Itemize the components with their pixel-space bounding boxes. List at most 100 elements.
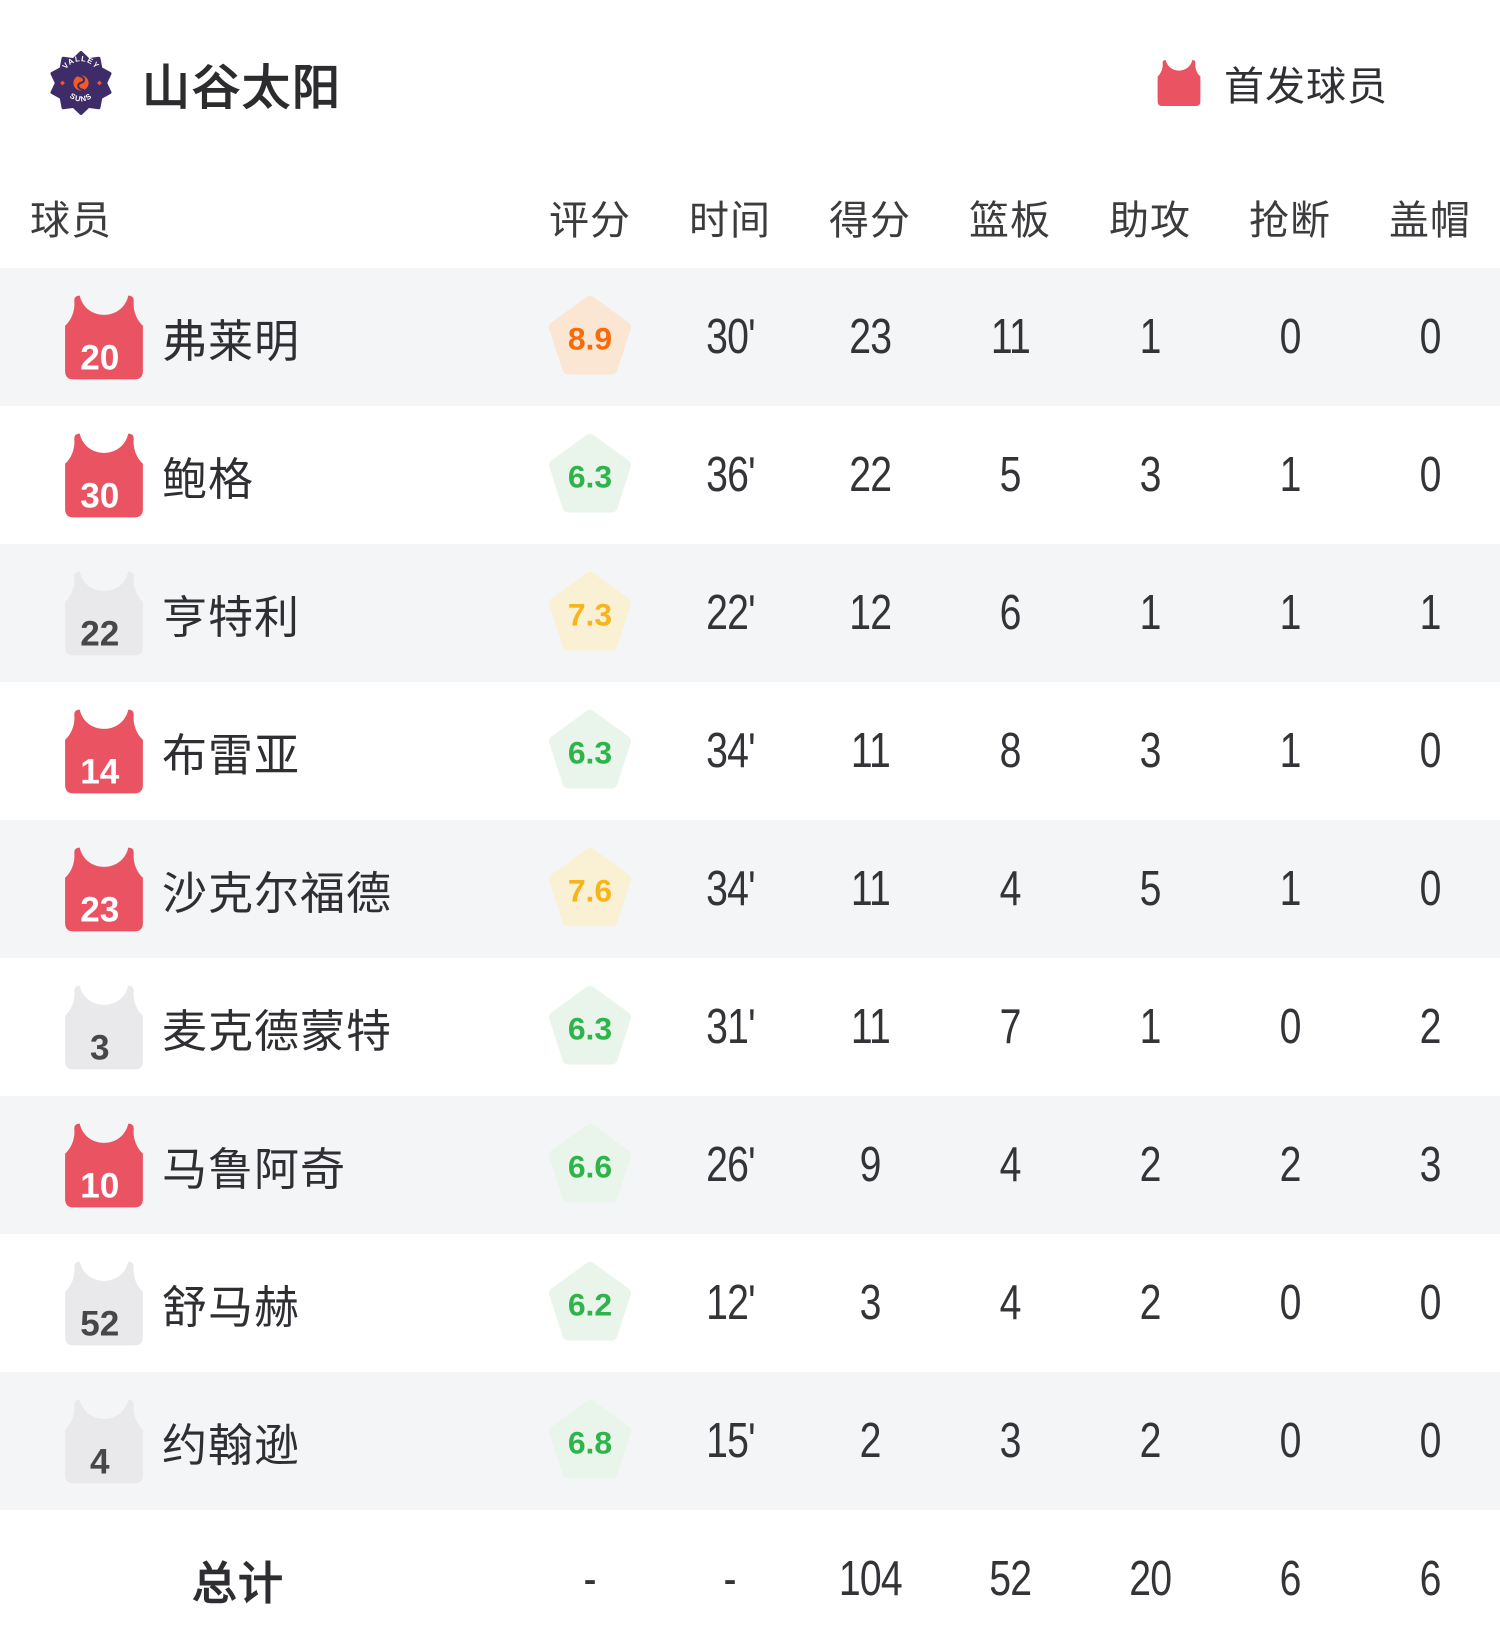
jersey-cell: 30: [30, 432, 162, 519]
jersey-icon: 20: [65, 295, 143, 379]
rating-cell: 6.3: [520, 985, 660, 1069]
player-row[interactable]: 10 马鲁阿奇 6.6 26' 9 4 2 2 3: [0, 1096, 1500, 1234]
player-row[interactable]: 14 布雷亚 6.3 34' 11 8 3 1 0: [0, 682, 1500, 820]
player-row[interactable]: 23 沙克尔福德 7.6 34' 11 4 5 1 0: [0, 820, 1500, 958]
rebounds-cell: 4: [999, 862, 1021, 916]
player-row[interactable]: 4 约翰逊 6.8 15' 2 3 2 0 0: [0, 1372, 1500, 1510]
team-header: VALLEY SUNS 山谷太阳 首发球员: [0, 0, 1500, 166]
rating-badge: 8.9: [548, 295, 632, 379]
total-steals-cell: 6: [1279, 1552, 1301, 1606]
player-row[interactable]: 52 舒马赫 6.2 12' 3 4 2 0 0: [0, 1234, 1500, 1372]
jersey-cell: 14: [30, 708, 162, 795]
time-cell: 12': [705, 1276, 755, 1330]
starter-legend-label: 首发球员: [1224, 65, 1388, 109]
column-header-time: 时间: [689, 199, 771, 243]
jersey-cell: 22: [30, 570, 162, 657]
player-name: 约翰逊: [162, 1419, 301, 1471]
table-header-row: 球员 评分 时间 得分 篮板 助攻 抢断 盖帽: [0, 166, 1500, 268]
jersey-number: 10: [80, 1166, 119, 1205]
rating-cell: 6.6: [520, 1123, 660, 1207]
steals-cell: 2: [1279, 1138, 1301, 1192]
assists-cell: 2: [1139, 1414, 1161, 1468]
rating-value: 6.2: [568, 1287, 612, 1323]
column-header-assists: 助攻: [1109, 199, 1191, 243]
column-header-blocks: 盖帽: [1389, 199, 1471, 243]
starter-legend: 首发球员: [1156, 54, 1388, 112]
player-row[interactable]: 20 弗莱明 8.9 30' 23 11 1 0 0: [0, 268, 1500, 406]
total-row: 总计 - - 104 52 20 6 6: [0, 1510, 1500, 1648]
time-cell: 34': [705, 724, 755, 778]
steals-cell: 1: [1279, 724, 1301, 778]
rebounds-cell: 5: [999, 448, 1021, 502]
jersey-icon: 14: [65, 709, 143, 793]
total-blocks-cell: 6: [1419, 1552, 1441, 1606]
assists-cell: 1: [1139, 586, 1161, 640]
player-name: 布雷亚: [162, 729, 301, 781]
blocks-cell: 0: [1419, 1414, 1441, 1468]
column-header-rebounds: 篮板: [969, 199, 1051, 243]
logo-bottom-text: SUNS: [68, 91, 93, 103]
points-cell: 11: [850, 1000, 890, 1054]
team-identity: VALLEY SUNS 山谷太阳: [48, 48, 342, 118]
column-header-player: 球员: [30, 199, 112, 243]
jersey-cell: 4: [30, 1398, 162, 1485]
total-time-cell: -: [723, 1552, 737, 1606]
assists-cell: 3: [1139, 724, 1161, 778]
rating-cell: 6.2: [520, 1261, 660, 1345]
points-cell: 23: [848, 310, 892, 364]
rating-cell: 8.9: [520, 295, 660, 379]
jersey-cell: 20: [30, 294, 162, 381]
player-row[interactable]: 30 鲍格 6.3 36' 22 5 3 1 0: [0, 406, 1500, 544]
rebounds-cell: 8: [999, 724, 1021, 778]
player-name: 鲍格: [162, 453, 255, 505]
column-header-steals: 抢断: [1249, 199, 1331, 243]
blocks-cell: 2: [1419, 1000, 1441, 1054]
jersey-icon: 4: [65, 1399, 143, 1483]
points-cell: 11: [850, 724, 890, 778]
jersey-number: 22: [80, 614, 119, 653]
player-row[interactable]: 3 麦克德蒙特 6.3 31' 11 7 1 0 2: [0, 958, 1500, 1096]
assists-cell: 2: [1139, 1138, 1161, 1192]
rating-value: 8.9: [568, 321, 612, 357]
player-row[interactable]: 22 亨特利 7.3 22' 12 6 1 1 1: [0, 544, 1500, 682]
jersey-icon: 52: [65, 1261, 143, 1345]
steals-cell: 0: [1279, 1276, 1301, 1330]
time-cell: 22': [705, 586, 755, 640]
jersey-number: 20: [80, 338, 119, 377]
time-cell: 15': [705, 1414, 755, 1468]
jersey-number: 23: [80, 890, 119, 929]
steals-cell: 0: [1279, 1000, 1301, 1054]
rating-cell: 7.3: [520, 571, 660, 655]
blocks-cell: 1: [1419, 586, 1441, 640]
jersey-cell: 23: [30, 846, 162, 933]
time-cell: 31': [705, 1000, 755, 1054]
rating-cell: 6.3: [520, 709, 660, 793]
steals-cell: 1: [1279, 586, 1301, 640]
player-name: 弗莱明: [162, 315, 301, 367]
player-name: 马鲁阿奇: [162, 1143, 347, 1195]
total-points-cell: 104: [838, 1552, 902, 1606]
jersey-icon: 23: [65, 847, 143, 931]
player-name: 沙克尔福德: [162, 867, 393, 919]
table-body: 20 弗莱明 8.9 30' 23 11 1 0 0 30 鲍格 6.3: [0, 268, 1500, 1510]
jersey-number: 52: [80, 1304, 119, 1343]
jersey-cell: 52: [30, 1260, 162, 1347]
total-label: 总计: [192, 1557, 285, 1609]
assists-cell: 1: [1139, 310, 1161, 364]
jersey-icon: 30: [65, 433, 143, 517]
assists-cell: 5: [1139, 862, 1161, 916]
jersey-number: 30: [80, 476, 119, 515]
time-cell: 34': [705, 862, 755, 916]
rebounds-cell: 4: [999, 1138, 1021, 1192]
rating-badge: 7.3: [548, 571, 632, 655]
rebounds-cell: 6: [999, 586, 1021, 640]
blocks-cell: 3: [1419, 1138, 1441, 1192]
column-header-points: 得分: [829, 199, 911, 243]
points-cell: 3: [859, 1276, 881, 1330]
blocks-cell: 0: [1419, 310, 1441, 364]
points-cell: 9: [859, 1138, 881, 1192]
svg-text:SUNS: SUNS: [68, 91, 94, 103]
steals-cell: 0: [1279, 1414, 1301, 1468]
rating-badge: 6.3: [548, 985, 632, 1069]
